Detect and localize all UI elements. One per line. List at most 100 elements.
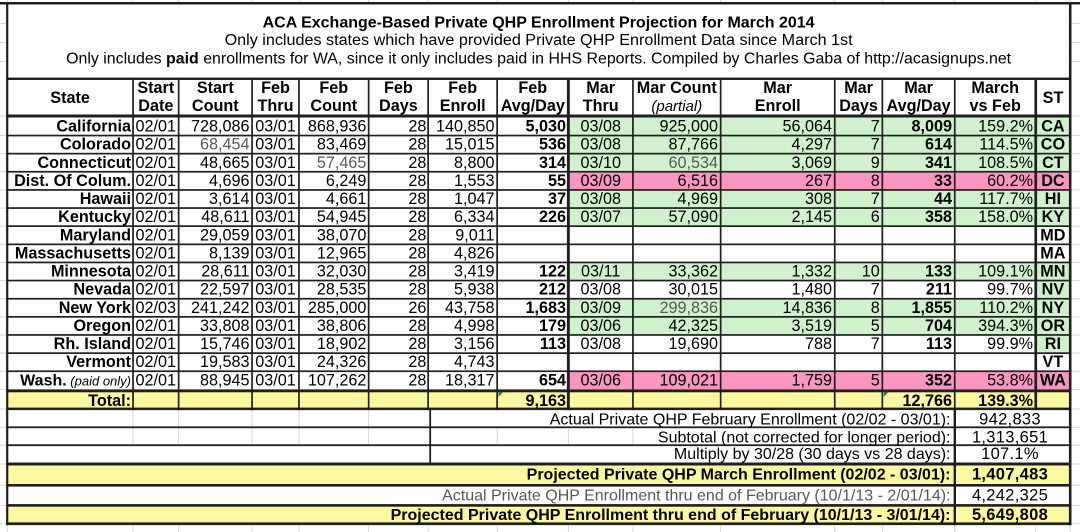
svg-text:28: 28 — [408, 353, 426, 371]
svg-text:Dist. Of Colum.: Dist. Of Colum. — [14, 172, 131, 190]
svg-text:California: California — [56, 118, 132, 136]
svg-text:8,009: 8,009 — [911, 118, 952, 136]
svg-text:Mar: Mar — [586, 79, 615, 97]
svg-text:5: 5 — [871, 371, 880, 389]
svg-text:28: 28 — [408, 154, 426, 172]
svg-text:33,362: 33,362 — [668, 263, 718, 281]
svg-text:WA: WA — [1040, 371, 1066, 389]
svg-text:28: 28 — [408, 371, 426, 389]
svg-text:114.5%: 114.5% — [979, 136, 1033, 154]
svg-text:02/01: 02/01 — [136, 371, 177, 389]
svg-text:53.8%: 53.8% — [987, 371, 1033, 389]
svg-text:285,000: 285,000 — [308, 299, 367, 317]
svg-text:Thru: Thru — [258, 97, 294, 115]
svg-text:30,015: 30,015 — [668, 281, 718, 299]
svg-text:03/08: 03/08 — [580, 281, 621, 299]
svg-text:HI: HI — [1045, 190, 1061, 208]
svg-text:03/01: 03/01 — [255, 118, 296, 136]
svg-text:4,661: 4,661 — [326, 190, 367, 208]
svg-text:654: 654 — [539, 371, 566, 389]
svg-text:Kentucky: Kentucky — [58, 208, 131, 226]
svg-text:43,758: 43,758 — [445, 299, 495, 317]
svg-text:83,469: 83,469 — [317, 136, 367, 154]
svg-text:133: 133 — [925, 263, 952, 281]
svg-text:614: 614 — [925, 136, 952, 154]
svg-text:Date: Date — [138, 97, 173, 115]
svg-text:03/09: 03/09 — [580, 299, 621, 317]
svg-text:10: 10 — [862, 263, 880, 281]
svg-text:02/01: 02/01 — [136, 172, 177, 190]
svg-text:State: State — [50, 89, 90, 107]
svg-text:Days: Days — [379, 97, 418, 115]
svg-text:29,059: 29,059 — [200, 226, 250, 244]
svg-text:942,833: 942,833 — [979, 411, 1041, 429]
svg-text:1,407,483: 1,407,483 — [972, 465, 1048, 483]
svg-text:267: 267 — [805, 172, 832, 190]
svg-text:109.1%: 109.1% — [978, 263, 1033, 281]
svg-text:358: 358 — [925, 208, 952, 226]
svg-text:03/01: 03/01 — [255, 208, 296, 226]
svg-text:28,535: 28,535 — [317, 281, 367, 299]
svg-text:8: 8 — [871, 299, 880, 317]
svg-text:NV: NV — [1042, 281, 1065, 299]
svg-text:7: 7 — [871, 118, 880, 136]
svg-text:Mar Count: Mar Count — [637, 79, 718, 97]
svg-text:122: 122 — [539, 263, 566, 281]
svg-text:44: 44 — [934, 190, 952, 208]
svg-text:37: 37 — [548, 190, 566, 208]
svg-text:42,325: 42,325 — [668, 317, 718, 335]
svg-text:Vermont: Vermont — [66, 353, 131, 371]
svg-text:CO: CO — [1041, 136, 1065, 154]
svg-text:03/01: 03/01 — [255, 136, 296, 154]
svg-text:56,064: 56,064 — [782, 118, 832, 136]
svg-text:MD: MD — [1040, 226, 1065, 244]
svg-text:Feb: Feb — [448, 79, 477, 97]
svg-text:Colorado: Colorado — [60, 136, 131, 154]
svg-text:Enroll: Enroll — [755, 97, 801, 115]
svg-text:Projected Private QHP Enrollme: Projected Private QHP Enrollment thru en… — [391, 507, 951, 524]
svg-text:99.9%: 99.9% — [987, 335, 1033, 353]
svg-text:Rh. Island: Rh. Island — [54, 335, 131, 353]
svg-text:110.2%: 110.2% — [979, 299, 1033, 317]
svg-text:03/01: 03/01 — [255, 335, 296, 353]
svg-text:3,519: 3,519 — [791, 317, 832, 335]
svg-text:Days: Days — [839, 97, 878, 115]
svg-text:VT: VT — [1043, 353, 1064, 371]
svg-text:MN: MN — [1040, 263, 1065, 281]
svg-text:1,480: 1,480 — [791, 281, 832, 299]
svg-text:18,317: 18,317 — [445, 371, 495, 389]
svg-text:03/01: 03/01 — [255, 190, 296, 208]
svg-text:352: 352 — [925, 371, 952, 389]
svg-text:02/01: 02/01 — [136, 208, 177, 226]
svg-text:28: 28 — [408, 281, 426, 299]
svg-text:107.1%: 107.1% — [981, 445, 1039, 463]
svg-text:02/01: 02/01 — [136, 136, 177, 154]
svg-text:Feb: Feb — [384, 79, 413, 97]
svg-text:03/01: 03/01 — [255, 226, 296, 244]
svg-text:Total:: Total: — [88, 392, 131, 410]
svg-text:12,965: 12,965 — [317, 244, 367, 262]
svg-text:03/01: 03/01 — [255, 371, 296, 389]
svg-text:7: 7 — [871, 136, 880, 154]
svg-text:18,902: 18,902 — [317, 335, 367, 353]
svg-text:Start: Start — [197, 79, 234, 97]
svg-text:728,086: 728,086 — [191, 118, 250, 136]
svg-text:02/01: 02/01 — [136, 226, 177, 244]
svg-text:8,139: 8,139 — [209, 244, 250, 262]
svg-text:7: 7 — [871, 190, 880, 208]
svg-text:57,090: 57,090 — [668, 208, 718, 226]
svg-text:3,614: 3,614 — [209, 190, 250, 208]
svg-text:RI: RI — [1045, 335, 1061, 353]
svg-text:03/01: 03/01 — [255, 154, 296, 172]
svg-text:Only includes paid enrollments: Only includes paid enrollments for WA, s… — [66, 51, 1012, 68]
svg-text:02/01: 02/01 — [136, 263, 177, 281]
svg-text:1,332: 1,332 — [791, 263, 832, 281]
svg-text:9,011: 9,011 — [455, 226, 494, 244]
svg-text:03/07: 03/07 — [580, 208, 621, 226]
svg-text:28: 28 — [408, 190, 426, 208]
svg-text:28: 28 — [408, 244, 426, 262]
svg-text:6,334: 6,334 — [454, 208, 495, 226]
svg-text:1,313,651: 1,313,651 — [972, 429, 1048, 447]
svg-text:DC: DC — [1041, 172, 1065, 190]
svg-text:26: 26 — [408, 299, 426, 317]
